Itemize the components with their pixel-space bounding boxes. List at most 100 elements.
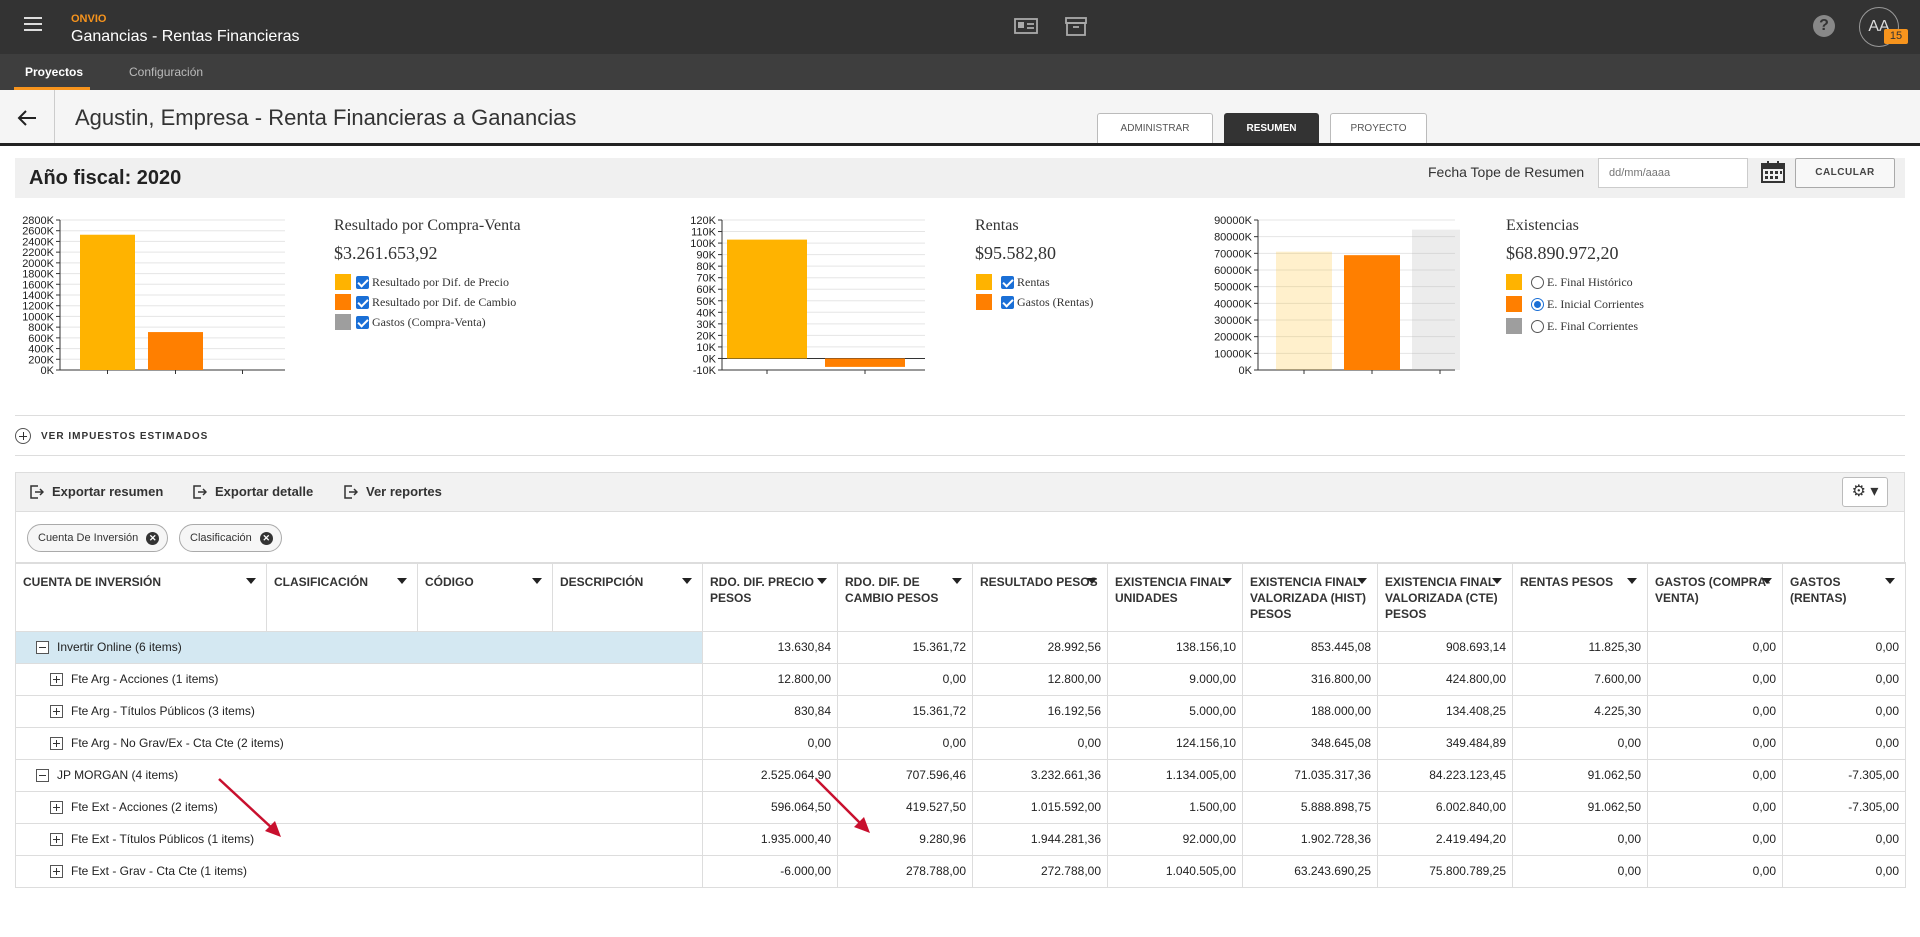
dropdown-caret-icon[interactable] (952, 578, 962, 584)
grid-toolbar: Exportar resumen Exportar detalle Ver re… (15, 472, 1905, 512)
dropdown-caret-icon[interactable] (1492, 578, 1502, 584)
dropdown-caret-icon[interactable] (817, 578, 827, 584)
bar[interactable] (1412, 229, 1460, 370)
column-header[interactable]: CÓDIGO (417, 562, 553, 632)
column-header[interactable]: EXISTENCIA FINAL VALORIZADA (HIST) PESOS (1242, 562, 1378, 632)
bar[interactable] (825, 358, 905, 367)
y-tick-label: 200K (28, 354, 54, 366)
column-header[interactable]: RESULTADO PESOS (972, 562, 1108, 632)
dropdown-caret-icon[interactable] (1222, 578, 1232, 584)
legend-item[interactable]: E. Final Corrientes (1506, 317, 1638, 335)
table-row[interactable]: Fte Ext - Grav - Cta Cte (1 items) -6.000… (15, 854, 1906, 888)
legend-item[interactable]: Rentas (976, 273, 1050, 291)
tab-resumen[interactable]: RESUMEN (1224, 113, 1319, 143)
nav-item-configuracion[interactable]: Configuración (129, 65, 204, 79)
export-summary-button[interactable]: Exportar resumen (30, 484, 163, 499)
legend-radio[interactable] (1531, 319, 1544, 333)
close-icon[interactable]: ✕ (259, 531, 273, 545)
legend-checkbox[interactable] (1001, 295, 1014, 309)
bar[interactable] (1344, 255, 1400, 370)
help-icon[interactable]: ? (1813, 15, 1835, 37)
column-header[interactable]: GASTOS (RENTAS) (1782, 562, 1906, 632)
expand-icon[interactable] (50, 672, 63, 686)
dropdown-caret-icon[interactable] (1885, 578, 1895, 584)
calcular-button[interactable]: CALCULAR (1795, 158, 1895, 188)
row-label: Fte Ext - Acciones (2 items) (71, 800, 218, 814)
calendar-icon[interactable] (1760, 160, 1786, 184)
nav-item-proyectos[interactable]: Proyectos (25, 65, 84, 79)
table-cell: 0,00 (1647, 790, 1783, 824)
legend-checkbox[interactable] (356, 295, 369, 309)
chip-clasificacion[interactable]: Clasificación ✕ (179, 524, 282, 552)
column-header[interactable]: RDO. DIF. DE CAMBIO PESOS (837, 562, 973, 632)
column-header[interactable]: DESCRIPCIÓN (552, 562, 703, 632)
bar[interactable] (148, 332, 203, 370)
dropdown-caret-icon[interactable] (1087, 578, 1097, 584)
back-arrow-icon[interactable] (16, 108, 38, 128)
archive-icon[interactable] (1064, 16, 1088, 36)
table-cell: 1.500,00 (1107, 790, 1243, 824)
hamburger-menu-icon[interactable] (24, 17, 42, 31)
collapse-icon[interactable] (36, 640, 49, 654)
column-header[interactable]: RDO. DIF. PRECIO PESOS (702, 562, 838, 632)
dropdown-caret-icon[interactable] (246, 578, 256, 584)
expand-icon[interactable] (50, 832, 63, 846)
legend-item[interactable]: Resultado por Dif. de Precio (335, 273, 509, 291)
dropdown-caret-icon[interactable] (1357, 578, 1367, 584)
table-row[interactable]: Invertir Online (6 items) 13.630,84 15.361… (15, 630, 1906, 664)
column-header[interactable]: CUENTA DE INVERSIÓN (15, 562, 267, 632)
table-row[interactable]: Fte Arg - Títulos Públicos (3 items) 830,… (15, 694, 1906, 728)
expand-icon[interactable] (50, 704, 63, 718)
legend-item[interactable]: Resultado por Dif. de Cambio (335, 293, 516, 311)
legend-item[interactable]: Gastos (Rentas) (976, 293, 1093, 311)
table-row[interactable]: Fte Arg - No Grav/Ex - Cta Cte (2 items)… (15, 726, 1906, 760)
dropdown-caret-icon[interactable] (682, 578, 692, 584)
column-header[interactable]: EXISTENCIA FINAL VALORIZADA (CTE) PESOS (1377, 562, 1513, 632)
table-cell: 0,00 (1647, 822, 1783, 856)
table-row[interactable]: Fte Ext - Acciones (2 items) 596.064,50 41… (15, 790, 1906, 824)
legend-radio[interactable] (1531, 297, 1544, 311)
dropdown-caret-icon[interactable] (1762, 578, 1772, 584)
chip-cuenta-inversion[interactable]: Cuenta De Inversión ✕ (27, 524, 169, 552)
column-header[interactable]: GASTOS (COMPRA-VENTA) (1647, 562, 1783, 632)
ver-impuestos-toggle[interactable]: VER IMPUESTOS ESTIMADOS (15, 428, 208, 444)
expand-icon[interactable] (50, 864, 63, 878)
legend-item[interactable]: Gastos (Compra-Venta) (335, 313, 486, 331)
row-label-cell: Fte Ext - Grav - Cta Cte (1 items) (15, 854, 703, 888)
dropdown-caret-icon[interactable] (1627, 578, 1637, 584)
expand-icon[interactable] (50, 736, 63, 750)
tab-proyecto[interactable]: PROYECTO (1330, 113, 1427, 143)
view-reports-button[interactable]: Ver reportes (344, 484, 442, 499)
table-row[interactable]: Fte Ext - Títulos Públicos (1 items) 1.93… (15, 822, 1906, 856)
table-row[interactable]: Fte Arg - Acciones (1 items) 12.800,00 0,0… (15, 662, 1906, 696)
id-card-icon[interactable] (1014, 16, 1038, 36)
row-label-cell: Fte Arg - No Grav/Ex - Cta Cte (2 items) (15, 726, 703, 760)
fecha-tope-input[interactable] (1598, 158, 1748, 188)
table-row[interactable]: JP MORGAN (4 items) 2.525.064,90 707.596,4… (15, 758, 1906, 792)
legend-item[interactable]: E. Final Histórico (1506, 273, 1633, 291)
legend-checkbox[interactable] (356, 315, 369, 329)
y-tick-label: 120K (690, 215, 716, 227)
bar[interactable] (80, 234, 135, 370)
bar[interactable] (727, 239, 807, 359)
legend-checkbox[interactable] (1001, 275, 1014, 289)
legend-checkbox[interactable] (356, 275, 369, 289)
y-tick-label: 1800K (22, 269, 54, 281)
settings-gear-button[interactable]: ⚙ ▾ (1842, 477, 1888, 507)
close-icon[interactable]: ✕ (146, 531, 160, 545)
column-header[interactable]: RENTAS PESOS (1512, 562, 1648, 632)
bar[interactable] (1276, 251, 1332, 370)
expand-icon[interactable] (50, 800, 63, 814)
table-cell: 0,00 (1512, 726, 1648, 760)
dropdown-caret-icon[interactable] (532, 578, 542, 584)
legend-item[interactable]: E. Inicial Corrientes (1506, 295, 1644, 313)
row-label: Fte Arg - Acciones (1 items) (71, 672, 219, 686)
export-detail-button[interactable]: Exportar detalle (193, 484, 313, 499)
dropdown-caret-icon[interactable] (397, 578, 407, 584)
summary-title-existencias: Existencias (1506, 217, 1579, 234)
collapse-icon[interactable] (36, 768, 49, 782)
column-header[interactable]: CLASIFICACIÓN (266, 562, 418, 632)
tab-administrar[interactable]: ADMINISTRAR (1097, 113, 1213, 143)
column-header[interactable]: EXISTENCIA FINAL UNIDADES (1107, 562, 1243, 632)
legend-radio[interactable] (1531, 275, 1544, 289)
